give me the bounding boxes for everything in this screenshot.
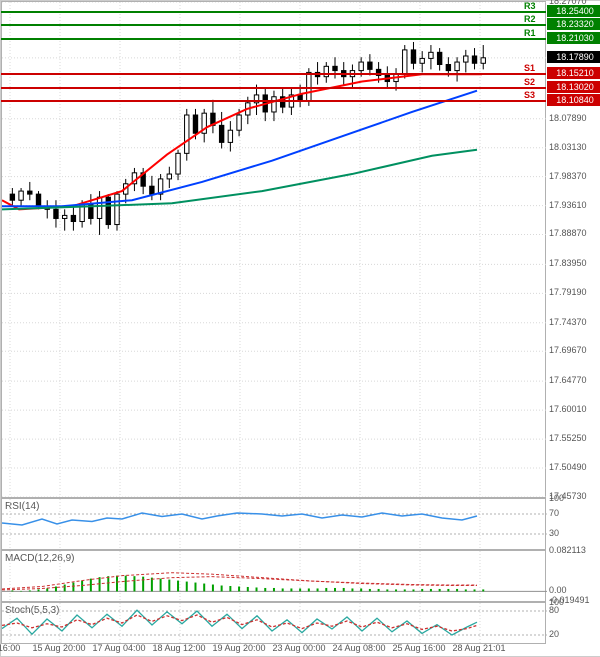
- macd-plot: [2, 551, 547, 601]
- price-ytick: 18.03130: [549, 142, 599, 152]
- resistance-value: 18.23320: [547, 18, 600, 30]
- support-label: S1: [524, 63, 535, 73]
- support-value: 18.10840: [547, 94, 600, 106]
- resistance-value: 18.21030: [547, 32, 600, 44]
- price-ytick: 17.60010: [549, 404, 599, 414]
- time-label: 19 Aug 20:00: [212, 643, 265, 653]
- time-label: 18 Aug 12:00: [152, 643, 205, 653]
- rsi-ytick: 100: [549, 493, 599, 503]
- time-label: 28 Aug 21:01: [452, 643, 505, 653]
- support-label: S2: [524, 77, 535, 87]
- chart-container: 18.2707018.1789018.0789018.0313017.98370…: [0, 0, 600, 657]
- price-ytick: 17.74370: [549, 317, 599, 327]
- price-ytick: 17.55250: [549, 433, 599, 443]
- time-axis: 16:00 15 Aug 20:00 17 Aug 04:00 18 Aug 12:0…: [1, 643, 546, 655]
- price-ytick: 17.64770: [549, 375, 599, 385]
- rsi-ytick: 70: [549, 508, 599, 518]
- price-ytick: 17.79190: [549, 287, 599, 297]
- price-ytick: 17.83950: [549, 258, 599, 268]
- price-ytick: 17.69670: [549, 345, 599, 355]
- stoch-plot: [2, 603, 547, 643]
- stoch-ytick: 80: [549, 605, 599, 615]
- resistance-line: [1, 24, 546, 26]
- rsi-panel: RSI(14): [1, 498, 546, 550]
- resistance-label: R1: [524, 28, 536, 38]
- support-line: [1, 100, 546, 102]
- time-label: 17 Aug 04:00: [92, 643, 145, 653]
- price-ytick: 18.07890: [549, 113, 599, 123]
- resistance-label: R2: [524, 14, 536, 24]
- resistance-label: R3: [524, 1, 536, 11]
- support-value: 18.15210: [547, 67, 600, 79]
- macd-ytick: 0.00: [549, 585, 599, 595]
- price-ytick: 17.98370: [549, 171, 599, 181]
- current-price-tag: 18.17890: [547, 51, 600, 63]
- support-line: [1, 87, 546, 89]
- time-label: 23 Aug 00:00: [272, 643, 325, 653]
- rsi-ytick: 30: [549, 528, 599, 538]
- macd-ytick: 0.082113: [549, 545, 599, 555]
- support-label: S3: [524, 90, 535, 100]
- time-label: 24 Aug 08:00: [332, 643, 385, 653]
- price-ytick: 17.88870: [549, 228, 599, 238]
- price-ytick: 17.93610: [549, 200, 599, 210]
- macd-panel: MACD(12,26,9): [1, 550, 546, 602]
- time-label: 15 Aug 20:00: [32, 643, 85, 653]
- price-panel[interactable]: [1, 1, 546, 498]
- rsi-plot: [2, 499, 547, 549]
- price-ytick: 17.50490: [549, 462, 599, 472]
- time-label: 25 Aug 16:00: [392, 643, 445, 653]
- stoch-ytick: 20: [549, 629, 599, 639]
- support-line: [1, 73, 546, 75]
- resistance-line: [1, 11, 546, 13]
- resistance-value: 18.25400: [547, 5, 600, 17]
- time-label: 16:00: [0, 643, 20, 653]
- stoch-panel: Stoch(5,5,3): [1, 602, 546, 644]
- resistance-line: [1, 38, 546, 40]
- price-plot: [2, 2, 547, 497]
- support-value: 18.13020: [547, 81, 600, 93]
